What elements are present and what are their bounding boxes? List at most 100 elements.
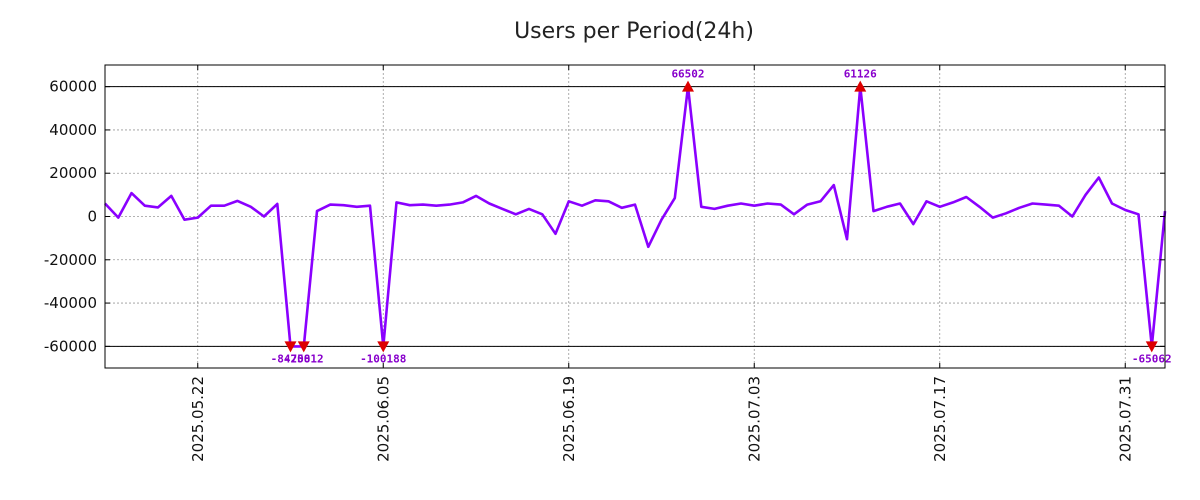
y-tick-label: -40000 (44, 294, 97, 312)
data-point (329, 203, 331, 206)
data-point (846, 238, 848, 240)
data-point (925, 200, 928, 202)
data-point (833, 184, 835, 186)
data-point (766, 202, 769, 205)
data-point (554, 233, 557, 235)
data-point (939, 206, 941, 208)
data-point (1005, 212, 1007, 214)
data-point (475, 195, 477, 197)
x-tick-label: 2025.06.05 (374, 376, 392, 462)
data-point (170, 195, 172, 197)
data-point (409, 204, 411, 206)
data-point (819, 200, 822, 202)
data-point (144, 205, 146, 207)
data-point (1031, 202, 1034, 205)
data-point (647, 246, 649, 248)
data-point (541, 213, 543, 215)
y-tick-label: -60000 (44, 337, 97, 355)
peak-down-marker (284, 341, 297, 353)
data-point (581, 205, 583, 207)
clip-limit-lines (105, 86, 1165, 347)
data-point (1098, 176, 1100, 179)
data-point (276, 203, 278, 205)
data-point (700, 206, 702, 208)
data-point (263, 215, 265, 218)
data-point (1018, 207, 1020, 209)
data-point (157, 206, 159, 209)
data-point (1058, 205, 1060, 207)
data-point (793, 213, 795, 215)
data-point (806, 203, 808, 206)
data-point (780, 203, 782, 206)
data-point (753, 205, 755, 207)
peak-down-marker (1145, 341, 1158, 353)
data-point (236, 200, 239, 202)
peak-markers: -84200-75812 -100188 66502 61126 -65062 (271, 68, 1172, 366)
x-tick-label: 2025.07.03 (745, 376, 763, 462)
annotation-label: 66502 (671, 68, 704, 81)
data-point (992, 216, 994, 219)
data-point (965, 196, 967, 198)
y-tick-label: 0 (87, 208, 97, 226)
data-point (183, 219, 186, 221)
data-point (448, 203, 451, 206)
data-point (912, 223, 914, 225)
x-tick-label: 2025.07.17 (931, 376, 949, 462)
peak-up-marker (854, 80, 867, 92)
chart-title: Users per Period(24h) (514, 19, 754, 44)
y-tick-label: 60000 (49, 78, 97, 96)
data-point (369, 205, 371, 207)
peak-down-marker (377, 341, 390, 353)
x-axis-ticks: 2025.05.22 2025.06.05 2025.06.19 2025.07.03… (189, 65, 1134, 462)
data-point (197, 216, 199, 219)
data-point (978, 206, 981, 208)
data-point (528, 208, 530, 210)
data-point (130, 192, 133, 194)
y-axis-ticks: 60000 40000 20000 0 -20000 -40000 -60000 (44, 78, 1165, 355)
data-point (422, 203, 424, 206)
data-point (674, 197, 676, 199)
x-tick-label: 2025.07.31 (1116, 376, 1134, 462)
peak-down-marker (297, 341, 310, 353)
data-point (1137, 213, 1140, 215)
data-point (952, 201, 954, 204)
data-point (607, 200, 610, 202)
data-point (594, 199, 596, 201)
annotation-label: -75812 (284, 352, 324, 365)
data-point (1111, 202, 1113, 205)
data-point (223, 205, 225, 207)
data-point (515, 213, 517, 215)
data-point (356, 206, 358, 208)
x-tick-label: 2025.06.19 (560, 376, 578, 462)
annotation-label: -84200 (271, 352, 311, 365)
peak-up-marker (682, 80, 694, 92)
data-series-layer (104, 85, 1167, 348)
data-point (1071, 215, 1073, 218)
data-point (250, 206, 252, 208)
data-point (634, 203, 636, 206)
data-point (899, 202, 901, 205)
data-point (488, 202, 490, 205)
y-tick-label: 40000 (49, 121, 97, 139)
annotation-label: -65062 (1132, 352, 1172, 365)
data-point (621, 207, 623, 209)
data-point (342, 204, 345, 206)
data-point (210, 205, 212, 207)
data-point (1124, 209, 1126, 211)
data-point (660, 219, 663, 221)
data-point (1084, 194, 1087, 196)
annotation-label: -100188 (360, 352, 406, 365)
y-tick-label: -20000 (44, 251, 97, 269)
data-point (740, 202, 742, 205)
data-point (886, 206, 888, 208)
data-point (1045, 203, 1047, 206)
data-point (568, 200, 570, 202)
data-point (713, 208, 716, 210)
data-point (872, 210, 875, 212)
data-point (435, 205, 437, 207)
data-point (501, 208, 504, 210)
x-tick-label: 2025.05.22 (189, 376, 207, 462)
data-point (727, 205, 729, 207)
y-tick-label: 20000 (49, 164, 97, 182)
